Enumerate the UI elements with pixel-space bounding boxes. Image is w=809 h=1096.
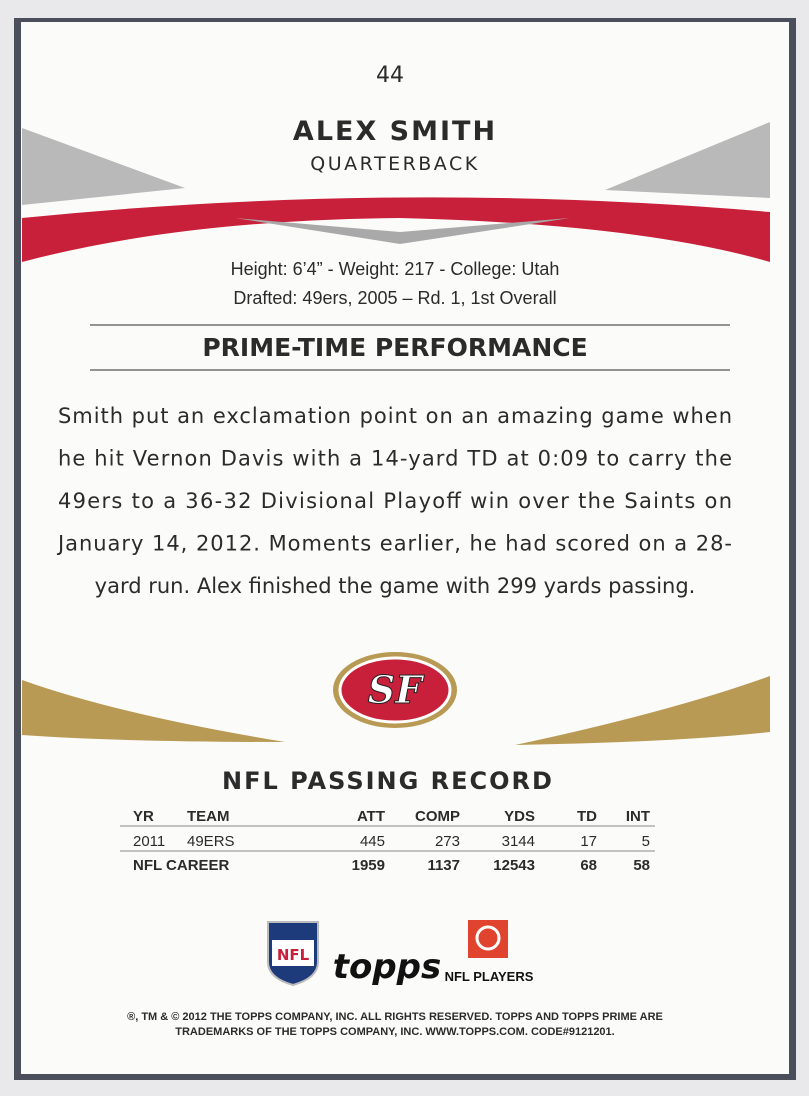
table-cell: 273 bbox=[435, 833, 460, 850]
table-header: ATT bbox=[357, 808, 385, 825]
center-gray-diamond bbox=[235, 218, 570, 244]
table-cell: 2011 bbox=[133, 833, 165, 850]
footer-line: ®, TM & © 2012 THE TOPPS COMPANY, INC. A… bbox=[127, 1011, 663, 1023]
body-text: he hit Vernon Davis with a 14-yard TD at… bbox=[58, 447, 732, 471]
table-header: TEAM bbox=[187, 808, 230, 825]
nfl-logo-text: NFL bbox=[277, 946, 310, 964]
logo-oval bbox=[338, 656, 452, 724]
team-logo-text: SF bbox=[368, 667, 425, 712]
left-gold-swoosh bbox=[22, 680, 285, 742]
table-cell: 3144 bbox=[502, 833, 535, 850]
body-text: yard run. Alex finished the game with 29… bbox=[95, 574, 696, 598]
player-name: ALEX SMITH bbox=[293, 116, 497, 147]
topps-logo-text: topps bbox=[333, 947, 442, 987]
table-cell: 17 bbox=[580, 833, 597, 850]
body-text: January 14, 2012. Moments earlier, he ha… bbox=[56, 532, 732, 556]
player-position: QUARTERBACK bbox=[310, 153, 479, 175]
table-cell: 5 bbox=[642, 833, 650, 850]
nfl-players-text: NFL PLAYERS bbox=[445, 969, 534, 984]
table-cell: 68 bbox=[580, 857, 597, 874]
left-gray-swoosh bbox=[22, 128, 185, 205]
card-number: 44 bbox=[376, 63, 404, 88]
bio-line: Height: 6’4” - Weight: 217 - College: Ut… bbox=[231, 259, 560, 279]
body-text: 49ers to a 36-32 Divisional Playoff win … bbox=[58, 489, 732, 513]
table-header: TD bbox=[577, 808, 597, 825]
right-gold-swoosh bbox=[515, 676, 770, 745]
bio-line: Drafted: 49ers, 2005 – Rd. 1, 1st Overal… bbox=[233, 288, 556, 308]
table-cell: 1959 bbox=[352, 857, 385, 874]
table-title: NFL PASSING RECORD bbox=[222, 767, 554, 795]
body-text: Smith put an exclamation point on an ama… bbox=[58, 404, 732, 428]
table-header: YDS bbox=[504, 808, 535, 825]
red-band bbox=[22, 197, 770, 262]
table-cell: 58 bbox=[633, 857, 650, 874]
section-title: PRIME-TIME PERFORMANCE bbox=[202, 333, 587, 362]
table-cell: NFL CAREER bbox=[133, 857, 230, 874]
nfl-players-icon-mark bbox=[475, 925, 501, 951]
table-header: COMP bbox=[415, 808, 460, 825]
table-cell: 49ERS bbox=[187, 833, 235, 850]
footer-line: TRADEMARKS OF THE TOPPS COMPANY, INC. WW… bbox=[175, 1026, 614, 1038]
table-cell: 12543 bbox=[493, 857, 535, 874]
right-gray-swoosh bbox=[605, 122, 770, 198]
table-cell: 445 bbox=[360, 833, 385, 850]
card bbox=[21, 22, 789, 1074]
table-cell: 1137 bbox=[427, 857, 460, 874]
table-header: INT bbox=[626, 808, 650, 825]
table-header: YR bbox=[133, 808, 154, 825]
nfl-shield-panel bbox=[272, 940, 314, 966]
